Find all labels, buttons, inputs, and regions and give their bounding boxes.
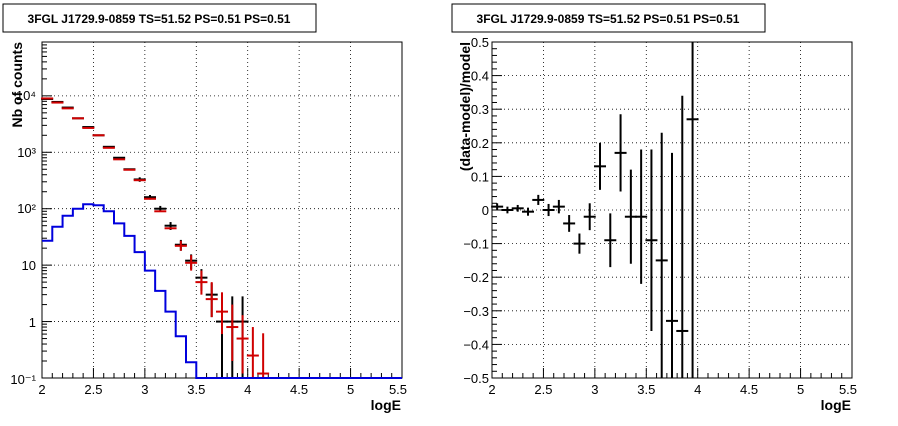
counts-panel: 3FGL J1729.9-0859 TS=51.52 PS=0.51 PS=0.… — [3, 4, 407, 413]
data-point — [656, 133, 668, 378]
x-tick-label: 3.5 — [187, 382, 205, 397]
data-point — [584, 203, 596, 230]
data-point — [532, 195, 544, 205]
data-point — [195, 271, 207, 295]
data-point — [625, 170, 637, 264]
data-point — [563, 215, 575, 232]
data-point — [635, 150, 647, 284]
x-tick-label: 4.5 — [740, 382, 758, 397]
y-tick-label: 10⁻¹ — [10, 372, 36, 387]
counts-marks — [41, 98, 402, 378]
y-tick-label: 0.3 — [471, 102, 489, 117]
y-tick-label: 0.1 — [471, 169, 489, 184]
y-tick-label: −0.3 — [463, 304, 489, 319]
counts-y-axis-label: Nb of counts — [9, 42, 25, 128]
x-tick-label: 5 — [347, 382, 354, 397]
y-tick-label: 0 — [482, 203, 489, 218]
data-point — [501, 207, 513, 214]
data-point — [247, 327, 259, 378]
y-tick-label: −0.5 — [463, 371, 489, 386]
x-tick-label: 2 — [38, 382, 45, 397]
data-point — [491, 203, 503, 210]
y-tick-label: −0.1 — [463, 237, 489, 252]
residual-title: 3FGL J1729.9-0859 TS=51.52 PS=0.51 PS=0.… — [477, 12, 740, 26]
x-tick-label: 2.5 — [84, 382, 102, 397]
data-point — [645, 150, 657, 331]
counts-y-tick-labels: 10⁻¹ 1 10 10² 10³ 10⁴ — [10, 88, 36, 387]
counts-x-axis-label: logE — [371, 397, 401, 413]
x-tick-label: 3 — [141, 382, 148, 397]
y-tick-label: 10³ — [17, 145, 36, 160]
x-tick-label: 4 — [244, 382, 251, 397]
data-point — [216, 292, 228, 334]
data-point — [175, 241, 187, 251]
data-point — [676, 96, 688, 378]
residual-x-tick-labels: 2 2.5 3 3.5 4 4.5 5 5.5 — [488, 382, 857, 397]
residual-x-axis-label: logE — [821, 397, 851, 413]
y-tick-label: 0.5 — [471, 35, 489, 50]
y-tick-label: −0.4 — [463, 337, 489, 352]
residual-panel: 3FGL J1729.9-0859 TS=51.52 PS=0.51 PS=0.… — [452, 4, 857, 413]
data-point — [206, 282, 218, 317]
y-tick-label: 10² — [17, 201, 36, 216]
data-point — [185, 255, 197, 270]
data-point — [522, 208, 534, 216]
data-point — [615, 114, 627, 191]
data-point — [594, 143, 606, 190]
data-point — [604, 213, 616, 267]
counts-x-tick-labels: 2 2.5 3 3.5 4 4.5 5 5.5 — [38, 382, 407, 397]
x-tick-label: 3.5 — [637, 382, 655, 397]
y-tick-label: 0.4 — [471, 69, 489, 84]
x-tick-label: 5.5 — [389, 382, 407, 397]
x-tick-label: 3 — [591, 382, 598, 397]
data-point — [543, 204, 555, 216]
y-tick-label: 1 — [29, 315, 36, 330]
residual-y-axis-label: (data-model)/model — [457, 42, 473, 171]
data-point — [553, 200, 565, 213]
data-point — [573, 234, 585, 254]
data-point — [226, 305, 238, 361]
x-tick-label: 4 — [694, 382, 701, 397]
x-tick-label: 5.5 — [839, 382, 857, 397]
y-tick-label: 0.2 — [471, 136, 489, 151]
counts-title: 3FGL J1729.9-0859 TS=51.52 PS=0.51 PS=0.… — [28, 12, 291, 26]
y-tick-label: 10 — [22, 258, 36, 273]
x-tick-label: 2 — [488, 382, 495, 397]
x-tick-label: 5 — [797, 382, 804, 397]
data-point — [257, 333, 269, 378]
y-tick-label: −0.2 — [463, 270, 489, 285]
x-tick-label: 2.5 — [534, 382, 552, 397]
data-point — [512, 205, 524, 212]
x-tick-label: 4.5 — [290, 382, 308, 397]
data-point — [237, 315, 249, 373]
